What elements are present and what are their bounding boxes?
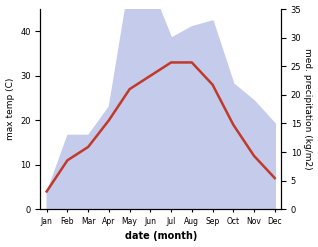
Y-axis label: med. precipitation (kg/m2): med. precipitation (kg/m2) <box>303 48 313 170</box>
X-axis label: date (month): date (month) <box>125 231 197 242</box>
Y-axis label: max temp (C): max temp (C) <box>5 78 15 140</box>
